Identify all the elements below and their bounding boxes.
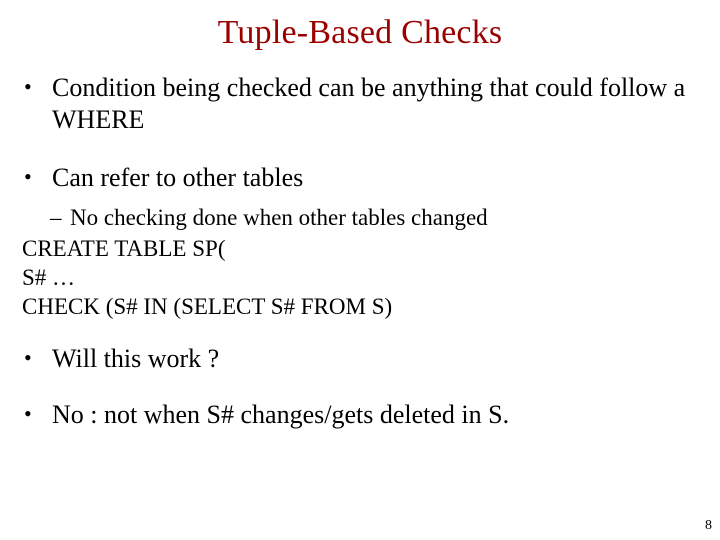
bullet-text: Can refer to other tables (52, 162, 303, 194)
bullet-text: Condition being checked can be anything … (52, 72, 698, 136)
dash-marker-icon: – (50, 204, 70, 232)
bullet-text: Will this work ? (52, 343, 219, 375)
bullet-marker-icon: • (22, 72, 52, 102)
sub-bullet-text: No checking done when other tables chang… (70, 204, 488, 232)
sub-bullet-item: – No checking done when other tables cha… (22, 204, 698, 232)
page-number: 8 (705, 518, 712, 534)
slide: Tuple-Based Checks • Condition being che… (0, 0, 720, 540)
bullet-item: • No : not when S# changes/gets deleted … (22, 399, 698, 431)
bullet-item: • Condition being checked can be anythin… (22, 72, 698, 136)
bullet-marker-icon: • (22, 399, 52, 429)
bullet-text: No : not when S# changes/gets deleted in… (52, 399, 509, 431)
slide-title: Tuple-Based Checks (0, 0, 720, 52)
code-block: CREATE TABLE SP( S# … CHECK (S# IN (SELE… (22, 234, 698, 321)
code-line: CHECK (S# IN (SELECT S# FROM S) (22, 292, 698, 321)
code-line: CREATE TABLE SP( (22, 234, 698, 263)
bullet-marker-icon: • (22, 343, 52, 373)
bullet-marker-icon: • (22, 162, 52, 192)
slide-body: • Condition being checked can be anythin… (0, 52, 720, 431)
code-line: S# … (22, 263, 698, 292)
bullet-item: • Can refer to other tables (22, 162, 698, 194)
bullet-item: • Will this work ? (22, 343, 698, 375)
